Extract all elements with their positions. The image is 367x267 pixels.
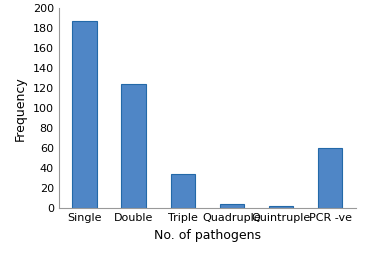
Bar — [269, 206, 293, 208]
X-axis label: No. of pathogens: No. of pathogens — [154, 229, 261, 242]
Bar — [72, 21, 97, 208]
Bar — [318, 148, 342, 208]
Bar — [219, 204, 244, 208]
Bar — [121, 84, 146, 208]
Y-axis label: Frequency: Frequency — [14, 76, 27, 140]
Bar — [171, 174, 195, 208]
